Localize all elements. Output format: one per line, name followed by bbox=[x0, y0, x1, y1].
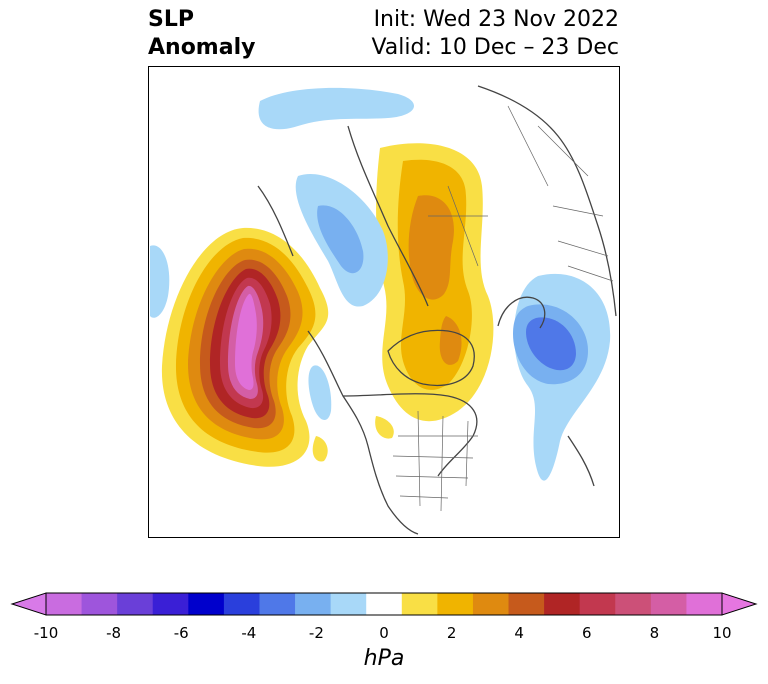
arctic-high-anomaly bbox=[376, 143, 494, 422]
colorbar-swatch bbox=[544, 593, 581, 615]
slp-anomaly-map bbox=[148, 66, 620, 538]
colorbar-swatch bbox=[366, 593, 403, 615]
colorbar-swatch bbox=[472, 593, 510, 615]
colorbar-swatch bbox=[152, 593, 189, 615]
colorbar-tick-label: -4 bbox=[241, 624, 257, 642]
colorbar-tick-label: 4 bbox=[514, 624, 524, 642]
colorbar-tick-label: 2 bbox=[446, 624, 457, 642]
colorbar-swatch bbox=[46, 593, 83, 615]
political-boundaries bbox=[392, 105, 614, 512]
colorbar-tick-label: -6 bbox=[173, 624, 189, 642]
colorbar-tick-label: -2 bbox=[308, 624, 324, 642]
colorbar-swatch bbox=[508, 593, 545, 615]
map-title: SLP Anomaly bbox=[148, 6, 255, 62]
colorbar-swatch bbox=[117, 593, 154, 615]
pacific-high-anomaly bbox=[161, 227, 329, 467]
colorbar-swatch bbox=[223, 593, 260, 615]
colorbar-tick-label: 0 bbox=[379, 624, 389, 642]
colorbar-swatch bbox=[579, 593, 616, 615]
forecast-dates: Init: Wed 23 Nov 2022 Valid: 10 Dec – 23… bbox=[371, 6, 619, 62]
colorbar-swatch bbox=[330, 593, 367, 615]
colorbar-extend-high bbox=[721, 592, 758, 616]
colorbar-swatch bbox=[188, 593, 225, 615]
colorbar-extend-low bbox=[10, 592, 47, 616]
title-line-1: SLP bbox=[148, 7, 194, 32]
colorbar-tick-label: 10 bbox=[712, 624, 732, 642]
valid-range: Valid: 10 Dec – 23 Dec bbox=[371, 35, 619, 60]
colorbar-tick-label: -10 bbox=[33, 624, 59, 642]
colorbar-tick-label: 8 bbox=[649, 624, 660, 642]
init-date: Init: Wed 23 Nov 2022 bbox=[373, 7, 619, 32]
colorbar-tick-label: 6 bbox=[582, 624, 592, 642]
colorbar-swatch bbox=[81, 593, 118, 615]
colorbar-swatch bbox=[615, 593, 652, 615]
low-anomalies bbox=[150, 87, 611, 481]
colorbar-swatch bbox=[686, 593, 723, 615]
colorbar-swatch bbox=[650, 593, 687, 615]
colorbar bbox=[0, 585, 768, 635]
colorbar-swatch bbox=[295, 593, 332, 615]
coastlines bbox=[257, 85, 617, 535]
colorbar-swatch bbox=[259, 593, 296, 615]
colorbar-swatch bbox=[401, 593, 438, 615]
colorbar-unit-label: hPa bbox=[363, 646, 405, 671]
colorbar-swatch bbox=[437, 593, 474, 615]
title-line-2: Anomaly bbox=[148, 35, 256, 60]
colorbar-tick-label: -8 bbox=[106, 624, 122, 642]
